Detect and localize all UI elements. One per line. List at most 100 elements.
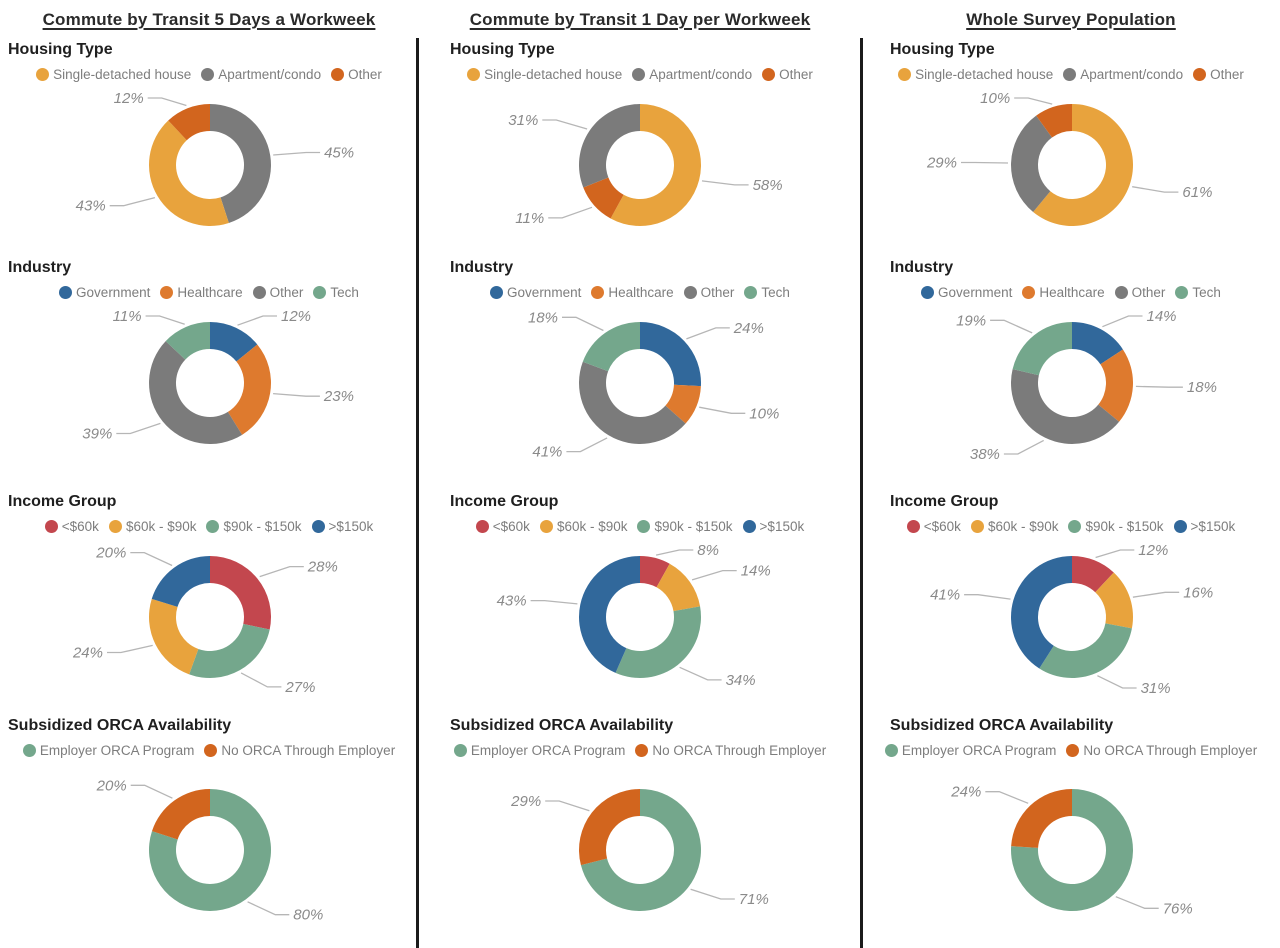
slice-leader-line — [990, 319, 1033, 334]
donut-slice-government — [640, 322, 701, 387]
legend-label: $90k - $150k — [654, 518, 733, 534]
donut-slice-60k-90k — [656, 563, 701, 612]
slice-label: 23% — [323, 388, 354, 405]
legend-label: Other — [1210, 66, 1244, 82]
chart-section-title: Subsidized ORCA Availability — [450, 717, 674, 734]
slice-leader-line — [147, 97, 187, 107]
legend-dot-icon — [1173, 519, 1187, 533]
chart-legend: <$60k $60k - $90k $90k - $150k >$150k — [0, 514, 418, 538]
donut-plot: 24% 10% 41% 18% — [528, 309, 779, 460]
legend-item-150k: >$150k — [1173, 518, 1236, 534]
slice-label: 61% — [1182, 184, 1212, 201]
slice-leader-line — [1097, 675, 1137, 689]
donut-slice-150k — [579, 556, 640, 673]
slice-label: 29% — [926, 155, 957, 172]
legend-item-employer-orca-program: Employer ORCA Program — [22, 742, 195, 758]
donut-slice-90k-150k — [189, 623, 270, 678]
legend-item-single-detached-house: Single-detached house — [898, 67, 1053, 82]
donut-plot: 61% 29% 10% — [926, 90, 1212, 226]
legend-item-tech: Tech — [313, 285, 359, 300]
slice-label: 28% — [307, 559, 338, 576]
chart-legend: Single-detached house Apartment/condo Othe… — [418, 62, 862, 86]
legend-label: Tech — [330, 284, 359, 300]
legend-label: No ORCA Through Employer — [652, 742, 827, 758]
legend-item-150k: >$150k — [742, 518, 805, 534]
legend-dot-icon — [201, 67, 215, 81]
donut-slice-other — [578, 361, 686, 445]
legend-label: Employer ORCA Program — [39, 742, 195, 758]
legend-label: Single-detached house — [484, 66, 623, 82]
legend-label: >$150k — [1190, 518, 1236, 534]
legend-label: Other — [1131, 284, 1166, 300]
donut-chart-industry: Industry Government Healthcare Other Tech 24%… — [418, 258, 862, 462]
legend-dot-icon — [331, 67, 345, 81]
chart-section-title: Income Group — [890, 493, 999, 510]
legend-dot-icon — [490, 285, 504, 299]
donut-slice-employer-orca-program — [580, 789, 702, 911]
legend-label: Employer ORCA Program — [901, 742, 1057, 758]
chart-section-title: Income Group — [8, 493, 117, 510]
legend-item-60k: <$60k — [44, 519, 99, 534]
legend-dot-icon — [475, 519, 489, 533]
donut-slice-150k — [151, 556, 210, 607]
slice-leader-line — [985, 791, 1029, 804]
slice-label: 24% — [950, 784, 981, 801]
donut-chart-subsidized-orca-availability: Subsidized ORCA Availability Employer ORC… — [418, 716, 862, 934]
donut-slice-150k — [1011, 556, 1072, 669]
legend-item-other: Other — [683, 285, 734, 300]
donut-slice-90k-150k — [615, 606, 701, 678]
legend-dot-icon — [762, 67, 776, 81]
legend-item-90k-150k: $90k - $150k — [206, 519, 302, 534]
legend-label: <$60k — [923, 518, 961, 534]
legend-label: Other — [269, 284, 304, 300]
slice-leader-line — [273, 151, 321, 156]
donut-slice-60k-90k — [149, 598, 199, 675]
chart-section-title: Industry — [8, 259, 72, 276]
slice-leader-line — [964, 594, 1011, 600]
donut-chart-industry: Industry Government Healthcare Other Tech 14%… — [862, 258, 1280, 462]
slice-leader-line — [109, 196, 156, 207]
slice-label: 34% — [726, 672, 756, 689]
chart-legend: Government Healthcare Other Tech — [418, 280, 862, 304]
chart-section-title: Housing Type — [890, 41, 995, 58]
legend-item-90k-150k: $90k - $150k — [637, 518, 733, 534]
legend-item-employer-orca-program: Employer ORCA Program — [884, 742, 1057, 758]
slice-label: 45% — [324, 145, 354, 162]
legend-label: Tech — [1192, 284, 1221, 300]
donut-chart-income-group: Income Group <$60k $60k - $90k $90k - $150k… — [418, 492, 862, 696]
slice-leader-line — [1132, 186, 1179, 193]
donut-slice-healthcare — [227, 344, 271, 435]
slice-label: 12% — [1138, 542, 1168, 559]
donut-slice-healthcare — [1098, 349, 1133, 422]
legend-label: $60k - $90k — [556, 518, 628, 534]
slice-label: 10% — [980, 90, 1010, 107]
donut-plot: 28% 27% 24% 20% — [72, 545, 338, 696]
legend-dot-icon — [252, 285, 266, 299]
legend-dot-icon — [160, 285, 174, 299]
legend-item-other: Other — [1114, 284, 1166, 300]
donut-slice-other — [583, 177, 624, 219]
slice-label: 8% — [697, 542, 719, 559]
slice-label: 14% — [1147, 308, 1177, 325]
legend-label: Tech — [761, 284, 790, 300]
slice-label: 43% — [497, 593, 527, 610]
slice-label: 11% — [515, 210, 544, 227]
legend-item-no-orca-through-employer: No ORCA Through Employer — [1066, 743, 1257, 758]
column-title: Whole Survey Population — [966, 10, 1176, 29]
legend-dot-icon — [206, 519, 220, 533]
slice-label: 41% — [930, 587, 960, 604]
legend-item-other: Other — [1193, 67, 1244, 82]
slice-label: 11% — [113, 308, 142, 325]
slice-leader-line — [1132, 591, 1180, 598]
donut-slice-other — [1011, 369, 1120, 444]
slice-label: 31% — [508, 112, 538, 129]
legend-label: Single-detached house — [53, 66, 192, 82]
slice-leader-line — [566, 437, 608, 453]
donut-slice-government — [210, 322, 258, 362]
legend-label: >$150k — [759, 518, 805, 534]
slice-leader-line — [240, 672, 282, 688]
legend-item-other: Other — [252, 284, 304, 300]
slice-label: 18% — [528, 309, 558, 326]
legend-dot-icon — [884, 743, 898, 757]
